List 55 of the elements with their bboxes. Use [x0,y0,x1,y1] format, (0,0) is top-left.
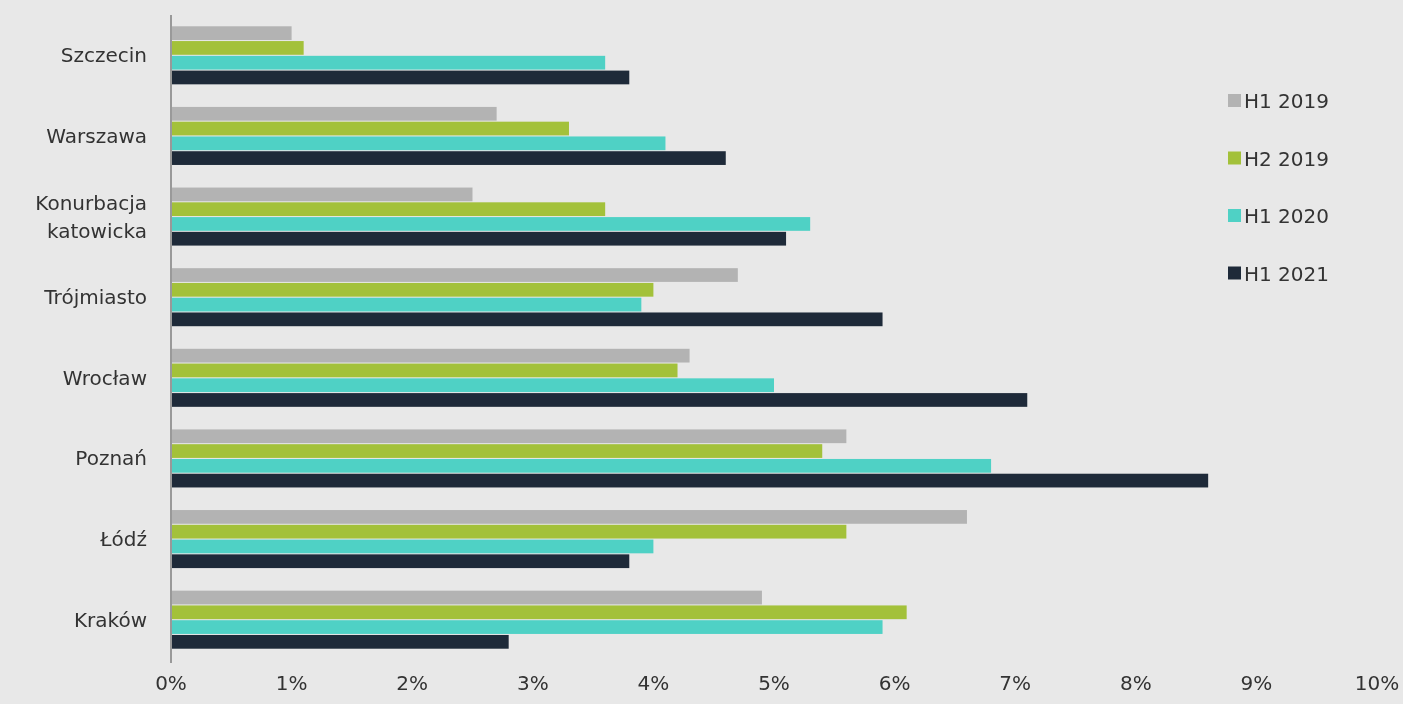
bar [171,554,630,569]
legend-label: H1 2019 [1244,89,1330,113]
x-tick-label: 8% [1119,671,1152,695]
x-tick-label: 6% [878,671,911,695]
bar [171,458,992,473]
y-tick-label: Szczecin [60,43,147,68]
bar [171,268,738,282]
bar [171,539,654,554]
bar [171,348,690,363]
x-tick-label: 9% [1240,671,1273,695]
bar [171,217,811,231]
bar [171,524,847,539]
x-tick-label: 7% [999,671,1032,695]
bar [171,312,883,327]
bar [171,41,304,55]
bar [171,136,666,151]
bar [171,473,1209,488]
bar [171,510,967,524]
x-tick-label: 3% [516,671,549,695]
bar [171,121,569,136]
bar [171,55,606,70]
y-tick-label: Trójmiasto [43,285,147,310]
x-tick-label: 0% [155,671,187,695]
y-tick-label: Kraków [73,607,147,632]
bar [171,106,497,121]
y-tick-label: Wrocław [62,365,147,390]
legend-label: H1 2020 [1244,204,1330,228]
bar [171,620,883,634]
bar [171,70,630,85]
legend-label: H2 2019 [1244,146,1330,171]
bar [171,605,907,620]
bar [171,363,678,378]
bar [171,202,606,217]
bar [171,634,509,649]
bar [171,444,823,458]
x-tick-label: 2% [396,671,429,695]
bar [171,297,642,312]
bar [171,151,726,165]
y-tick-label: Konurbacja katowicka [35,190,147,243]
x-tick-label: 10% [1354,671,1400,695]
bar [171,282,654,297]
y-tick-label: Łódź [99,527,147,552]
bar [171,393,1028,407]
x-tick-label: 5% [758,671,790,695]
bar [171,187,473,202]
bar [171,231,787,246]
bar [171,429,847,444]
bar [171,378,774,393]
bar [171,26,292,41]
x-tick-label: 1% [275,671,308,695]
y-tick-label: Warszawa [46,123,147,148]
y-tick-label: Poznań [75,446,147,471]
x-tick-label: 4% [637,671,670,695]
bar [171,590,762,605]
legend-label: H1 2021 [1244,261,1330,286]
